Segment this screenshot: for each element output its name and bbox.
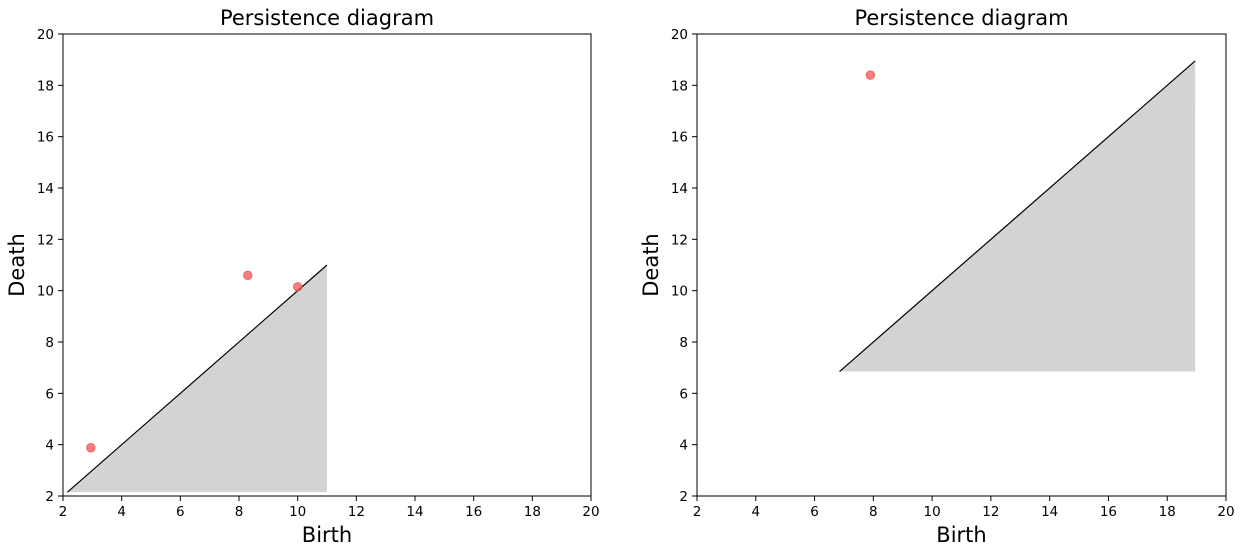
- x-tick-label: 8: [869, 504, 878, 520]
- y-tick-label: 16: [37, 130, 54, 146]
- plot-frame: [62, 33, 592, 497]
- x-tick-label: 12: [348, 504, 365, 520]
- x-axis-label: Birth: [936, 523, 986, 547]
- data-point-0: [86, 443, 96, 453]
- y-axis-label: Death: [639, 233, 663, 297]
- x-tick-label: 16: [465, 504, 482, 520]
- y-tick-label: 18: [671, 78, 688, 94]
- x-tick-label: 10: [924, 504, 941, 520]
- x-tick-label: 20: [582, 504, 599, 520]
- x-tick-label: 6: [176, 504, 185, 520]
- y-tick-label: 14: [671, 181, 688, 197]
- chart-title: Persistence diagram: [220, 6, 434, 30]
- y-tick-label: 6: [45, 386, 54, 402]
- x-axis-label: Birth: [302, 523, 352, 547]
- x-tick-label: 10: [289, 504, 306, 520]
- x-tick-label: 16: [1100, 504, 1117, 520]
- y-tick-label: 8: [679, 335, 688, 351]
- y-axis-label: Death: [5, 233, 29, 297]
- chart-title: Persistence diagram: [854, 6, 1068, 30]
- diagonal-line: [839, 60, 1196, 372]
- y-tick-label: 8: [45, 335, 54, 351]
- x-tick-label: 4: [751, 504, 760, 520]
- x-tick-label: 2: [59, 504, 68, 520]
- data-point-0: [865, 70, 876, 80]
- y-tick-label: 2: [45, 489, 54, 505]
- x-tick-label: 14: [406, 504, 423, 520]
- y-tick-label: 4: [45, 438, 54, 454]
- persistence-diagram-right: 2 4 6 8 10 12 14 16 18 20 2 4 6 8 10 12 14 16 18 20 Persiste…: [639, 6, 1235, 547]
- x-tick-label: 12: [982, 504, 999, 520]
- x-tick-label: 6: [810, 504, 819, 520]
- y-tick-label: 18: [37, 78, 54, 94]
- y-tick-label: 12: [671, 232, 688, 248]
- y-tick-label: 20: [37, 27, 54, 43]
- y-tick-label: 12: [37, 232, 54, 248]
- x-tick-label: 8: [235, 504, 244, 520]
- data-point-1: [243, 270, 253, 280]
- x-tick-label: 4: [117, 504, 126, 520]
- y-tick-label: 2: [679, 489, 688, 505]
- y-tick-label: 6: [679, 386, 688, 402]
- x-tick-label: 20: [1217, 504, 1234, 520]
- x-tick-label: 2: [693, 504, 702, 520]
- y-tick-label: 20: [671, 27, 688, 43]
- diagonal-line: [67, 264, 328, 493]
- x-tick-label: 18: [524, 504, 541, 520]
- y-tick-label: 16: [671, 130, 688, 146]
- y-tick-label: 10: [37, 284, 54, 300]
- y-tick-label: 10: [671, 284, 688, 300]
- x-tick-label: 18: [1159, 504, 1176, 520]
- plot-frame: [696, 33, 1227, 497]
- data-point-2: [292, 282, 303, 292]
- persistence-diagram-left: 2 4 6 8 10 12 14 16 18 20 2 4 6 8 10 12 14 16 18 20 Persiste…: [5, 6, 600, 547]
- y-tick-label: 14: [37, 181, 54, 197]
- x-tick-label: 14: [1041, 504, 1058, 520]
- y-tick-label: 4: [679, 438, 688, 454]
